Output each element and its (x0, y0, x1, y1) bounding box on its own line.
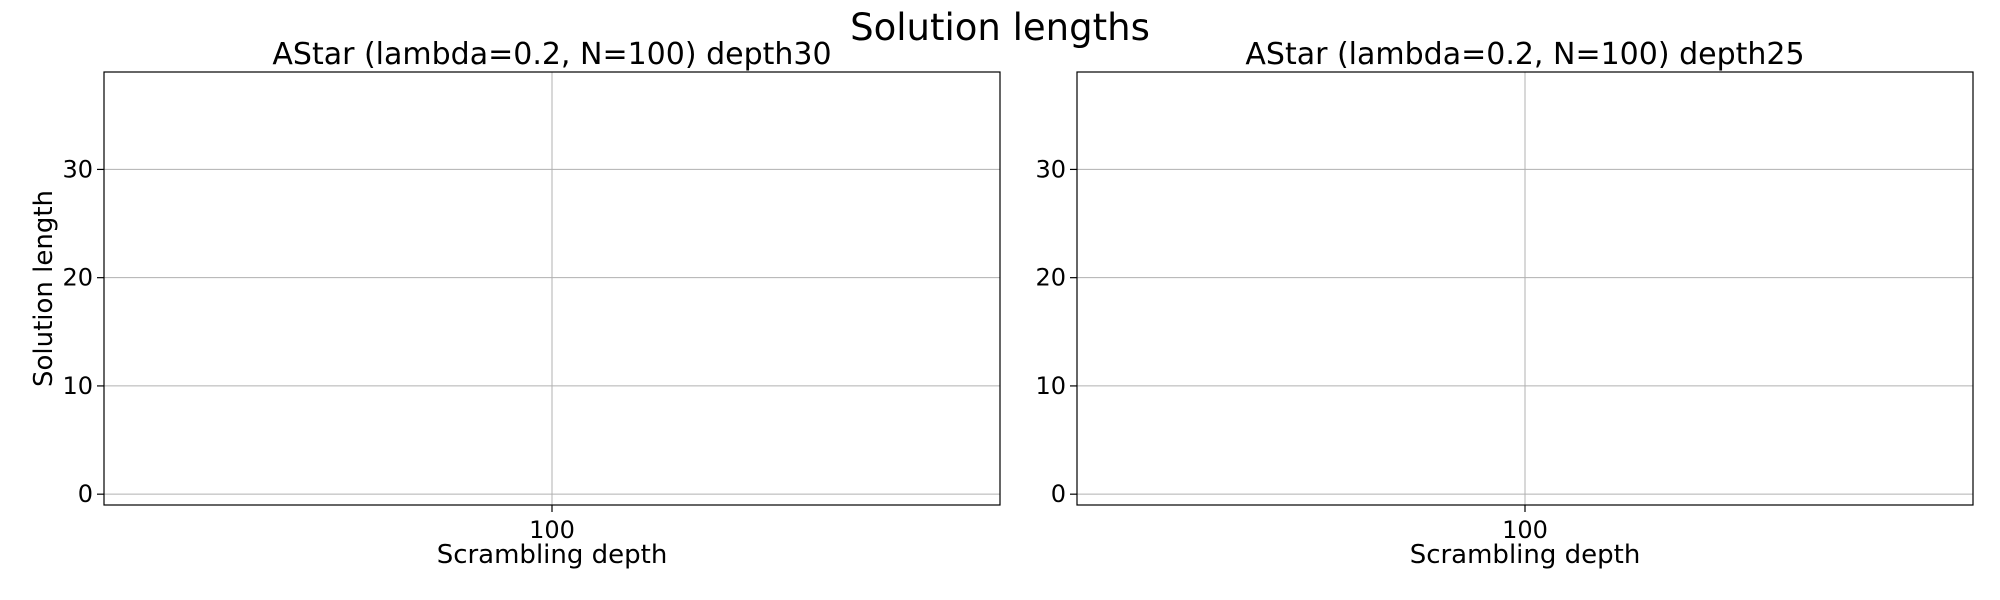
subplot-right: 0 10 20 30 100 AStar (lambda=0.2, N=100) dep… (1035, 37, 1974, 570)
y-tick-label: 0 (78, 480, 93, 508)
tick-layer-left: 0 10 20 30 100 (62, 155, 574, 544)
x-axis-label-right: Scrambling depth (1410, 540, 1641, 570)
x-tick-label: 100 (1502, 516, 1548, 544)
y-tick-label: 20 (62, 264, 93, 292)
y-axis-label-left: Solution length (29, 190, 59, 387)
y-tick-label: 0 (1051, 480, 1066, 508)
chart-title-right: AStar (lambda=0.2, N=100) depth25 (1245, 37, 1804, 72)
x-tick-label: 100 (529, 516, 575, 544)
grid-layer-left (104, 72, 1000, 505)
figure-title: Solution lengths (850, 6, 1150, 49)
tick-layer-right: 0 10 20 30 100 (1035, 155, 1547, 544)
y-tick-label: 30 (62, 155, 93, 183)
x-axis-label-left: Scrambling depth (437, 540, 668, 570)
y-tick-label: 10 (62, 372, 93, 400)
chart-title-left: AStar (lambda=0.2, N=100) depth30 (272, 37, 831, 72)
y-tick-label: 30 (1035, 155, 1066, 183)
y-tick-label: 10 (1035, 372, 1066, 400)
y-tick-label: 20 (1035, 264, 1066, 292)
subplot-left: 0 10 20 30 100 AStar (lambda=0.2, N=100) dep… (29, 37, 1001, 570)
grid-layer-right (1077, 72, 1973, 505)
